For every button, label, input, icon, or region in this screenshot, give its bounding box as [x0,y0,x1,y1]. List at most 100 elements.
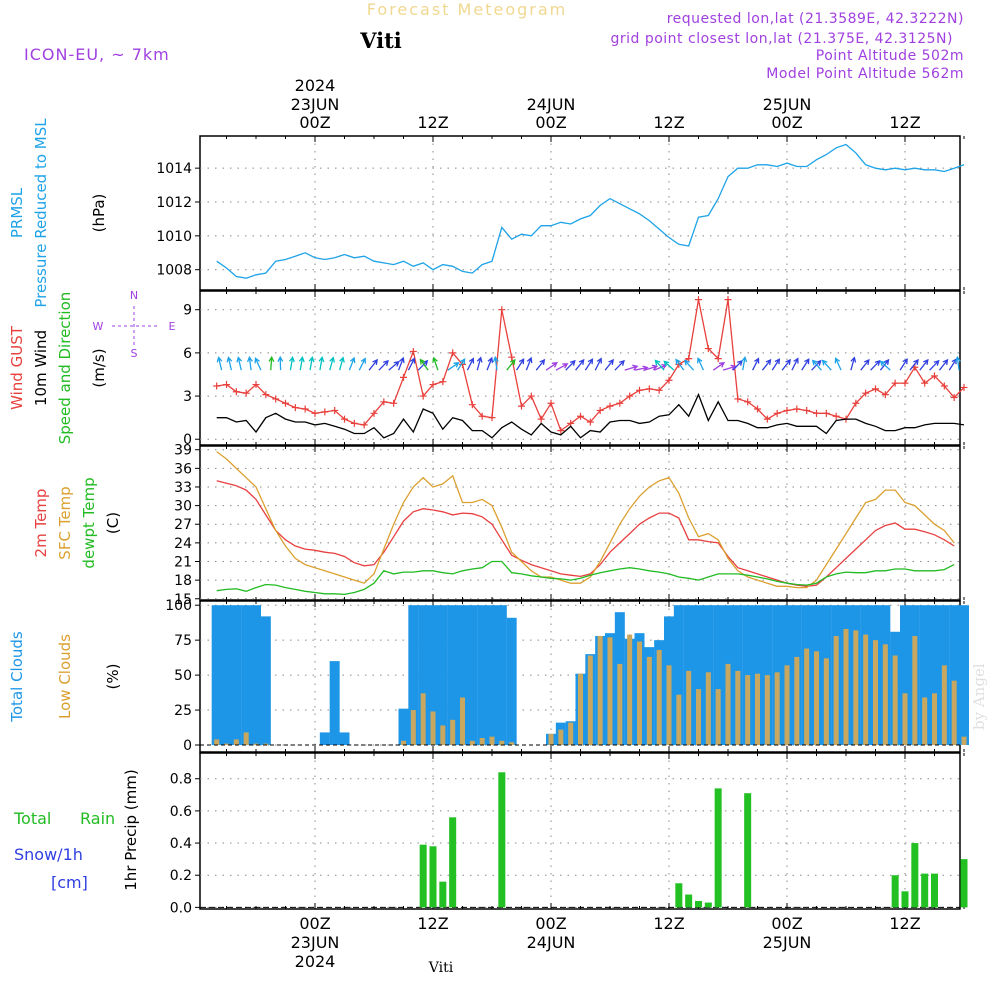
total-cloud-bar [486,605,497,746]
wind-direction-arrow [457,358,466,371]
rain-bar [901,891,909,908]
top-date-label: 2024 [295,76,336,95]
wind-direction-arrow [545,362,558,371]
rain-bar [960,859,968,908]
compass-s: S [131,347,138,360]
gust-marker [262,391,270,399]
panel-label: 2m Temp [32,489,50,558]
gust-marker [350,419,358,427]
gust-marker [390,399,398,407]
gust-marker [891,379,899,387]
wind-direction-arrow [860,358,870,371]
gust-marker [213,382,221,390]
y-tick-label: 25 [174,703,192,719]
total-cloud-bar [211,605,222,746]
wind-direction-arrow [821,359,832,371]
gust-marker [478,412,486,420]
rain-bar [449,817,457,908]
total-cloud-bar [260,616,271,746]
total-cloud-bar [319,732,330,746]
y-tick-label: 50 [174,668,192,684]
gust-marker [665,376,673,384]
gust-marker [370,409,378,417]
compass-e: E [169,320,176,333]
temperature-panel: 15 18 21 24 27 30 33 36 39 2m Temp SFC Temp dewpt T… [32,443,965,608]
wind-direction-arrow [604,358,615,371]
low-cloud-bar [784,665,790,746]
wind-direction-arrow [850,356,857,371]
footer-place: Viti [428,960,454,976]
wind-direction-arrow [378,359,389,371]
low-cloud-bar [922,697,928,746]
y-tick-label: 30 [174,499,192,515]
low-cloud-bar [931,693,937,746]
rain-bar [704,902,712,908]
total-cloud-bar [949,605,960,746]
wind-direction-arrow [447,362,460,371]
y-tick-label: 3 [183,389,192,405]
y-tick-label: 1012 [156,195,192,211]
gust-marker [419,392,427,400]
wind-direction-arrow [407,357,416,371]
low-cloud-bar [636,641,642,746]
low-cloud-bar [420,693,426,746]
wind-direction-arrow [329,356,335,371]
wind-direction-arrow [216,356,223,371]
requested-coords: requested lon,lat (21.3589E, 42.3222N) [667,11,964,27]
total-cloud-bar [958,605,969,746]
wind-direction-arrow [801,358,810,371]
wind-direction-arrow [594,357,602,371]
panel-label: (%) [104,664,122,690]
y-tick-label: 15 [174,592,192,608]
low-cloud-bar [902,693,908,746]
low-cloud-bar [224,743,230,746]
gust-marker [832,412,840,420]
wind-direction-arrow [298,356,305,371]
low-cloud-bar [627,634,633,746]
gust-marker [950,394,958,402]
gust-marker [862,389,870,397]
place-name: Viti [359,28,402,53]
gust-marker [704,345,712,353]
gust-marker [763,415,771,423]
watermark: by Angel [970,663,988,730]
gust-marker [685,355,693,363]
panel-label: Speed and Direction [56,292,74,445]
wind-direction-arrow [348,356,356,371]
gust-marker [341,415,348,423]
low-cloud-bar [833,635,839,746]
y-tick-label: 75 [174,633,192,649]
panel-label: (C) [104,512,122,534]
y-tick-label: 0.8 [170,772,192,788]
y-tick-label: 27 [174,517,192,533]
panel-label: (m/s) [90,348,108,387]
rain-bar [891,875,899,908]
gust-marker [930,372,938,380]
wind-direction-arrow [236,356,243,371]
wind-direction-arrow [741,356,748,371]
gust-marker [901,379,909,387]
gust-marker [586,418,594,426]
y-tick-label: 21 [174,555,192,571]
total-cloud-bar [427,605,438,746]
gust-marker [753,405,761,413]
low-cloud-bar [568,722,574,746]
wind-direction-arrow [308,356,315,371]
wind-direction-arrow [506,358,516,371]
gust-marker [596,406,604,414]
low-cloud-bar [214,739,220,746]
total-cloud-bar [241,605,252,746]
wind-direction-arrow [722,364,737,371]
panel-label: dewpt Temp [80,477,98,568]
low-cloud-bar [666,665,672,746]
wind-panel: 0 3 6 9 N E S W Wind GUST 10m Wind Speed and Direc… [8,289,968,448]
low-cloud-bar [607,637,613,746]
y-tick-label: 6 [183,346,192,362]
low-cloud-bar [253,743,259,746]
gust-marker [517,402,525,410]
gust-marker [223,381,230,389]
low-cloud-bar [725,663,731,746]
top-time-tick: 00Z [771,113,802,132]
y-tick-label: 39 [174,443,192,459]
panel-label: PRMSL [8,187,26,238]
